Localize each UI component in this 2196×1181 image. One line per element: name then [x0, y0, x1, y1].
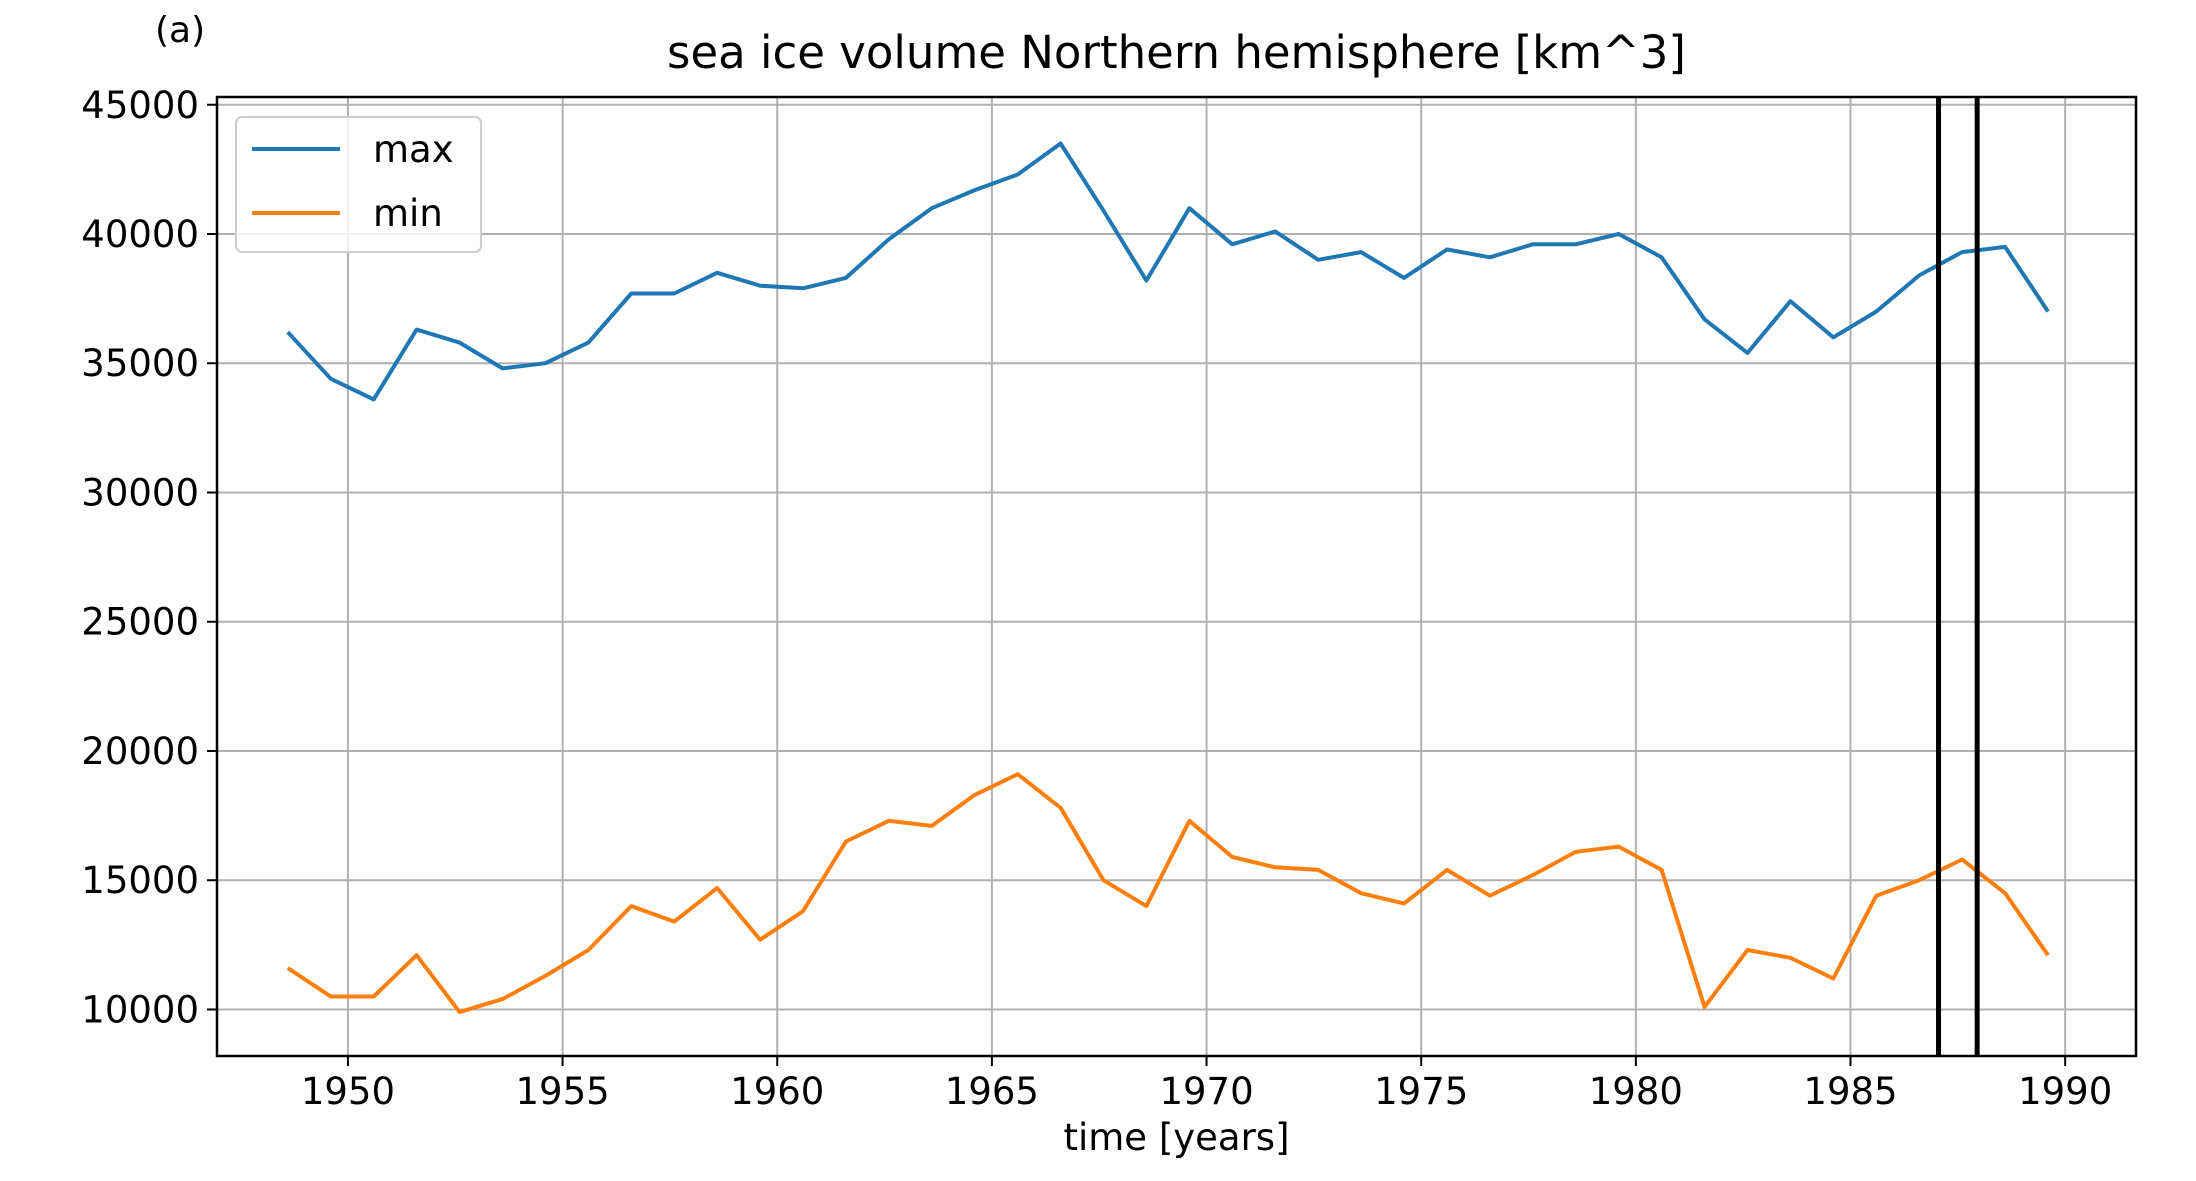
x-tick-label: 1990 [2018, 1070, 2112, 1113]
panel-label: (a) [155, 10, 206, 51]
x-tick-label: 1965 [945, 1070, 1039, 1113]
y-tick-label: 35000 [81, 342, 199, 385]
y-tick-label: 40000 [81, 213, 199, 256]
y-tick-label: 10000 [81, 988, 199, 1031]
series-line-min [286, 772, 2050, 1015]
series-lines [286, 141, 2050, 1015]
chart-title: sea ice volume Northern hemisphere [km^3… [667, 26, 1686, 79]
y-tick-label: 45000 [81, 84, 199, 127]
x-tick-label: 1975 [1374, 1070, 1468, 1113]
x-tick-label: 1985 [1803, 1070, 1897, 1113]
series-line-max [286, 141, 2050, 402]
x-tick-label: 1980 [1589, 1070, 1683, 1113]
y-tick-label: 30000 [81, 471, 199, 514]
legend: max min [235, 116, 482, 253]
legend-label-max: max [373, 128, 454, 171]
y-tick-label: 20000 [81, 730, 199, 773]
x-axis-ticks: 1950 1955 1960 1965 1970 1975 1980 1985 1990 [301, 1056, 2112, 1113]
vertical-markers [1936, 97, 1980, 1056]
plot-frame [215, 95, 2138, 1058]
grid-lines [217, 97, 2136, 1056]
y-tick-label: 25000 [81, 601, 199, 644]
x-axis-label: time [years] [1063, 1116, 1289, 1159]
x-tick-label: 1955 [516, 1070, 610, 1113]
x-tick-label: 1950 [301, 1070, 395, 1113]
y-tick-label: 15000 [81, 859, 199, 902]
legend-label-min: min [373, 192, 443, 235]
x-tick-label: 1970 [1159, 1070, 1253, 1113]
y-axis-ticks: 10000 15000 20000 25000 30000 35000 40000 45000 [81, 84, 217, 1031]
x-tick-label: 1960 [730, 1070, 824, 1113]
